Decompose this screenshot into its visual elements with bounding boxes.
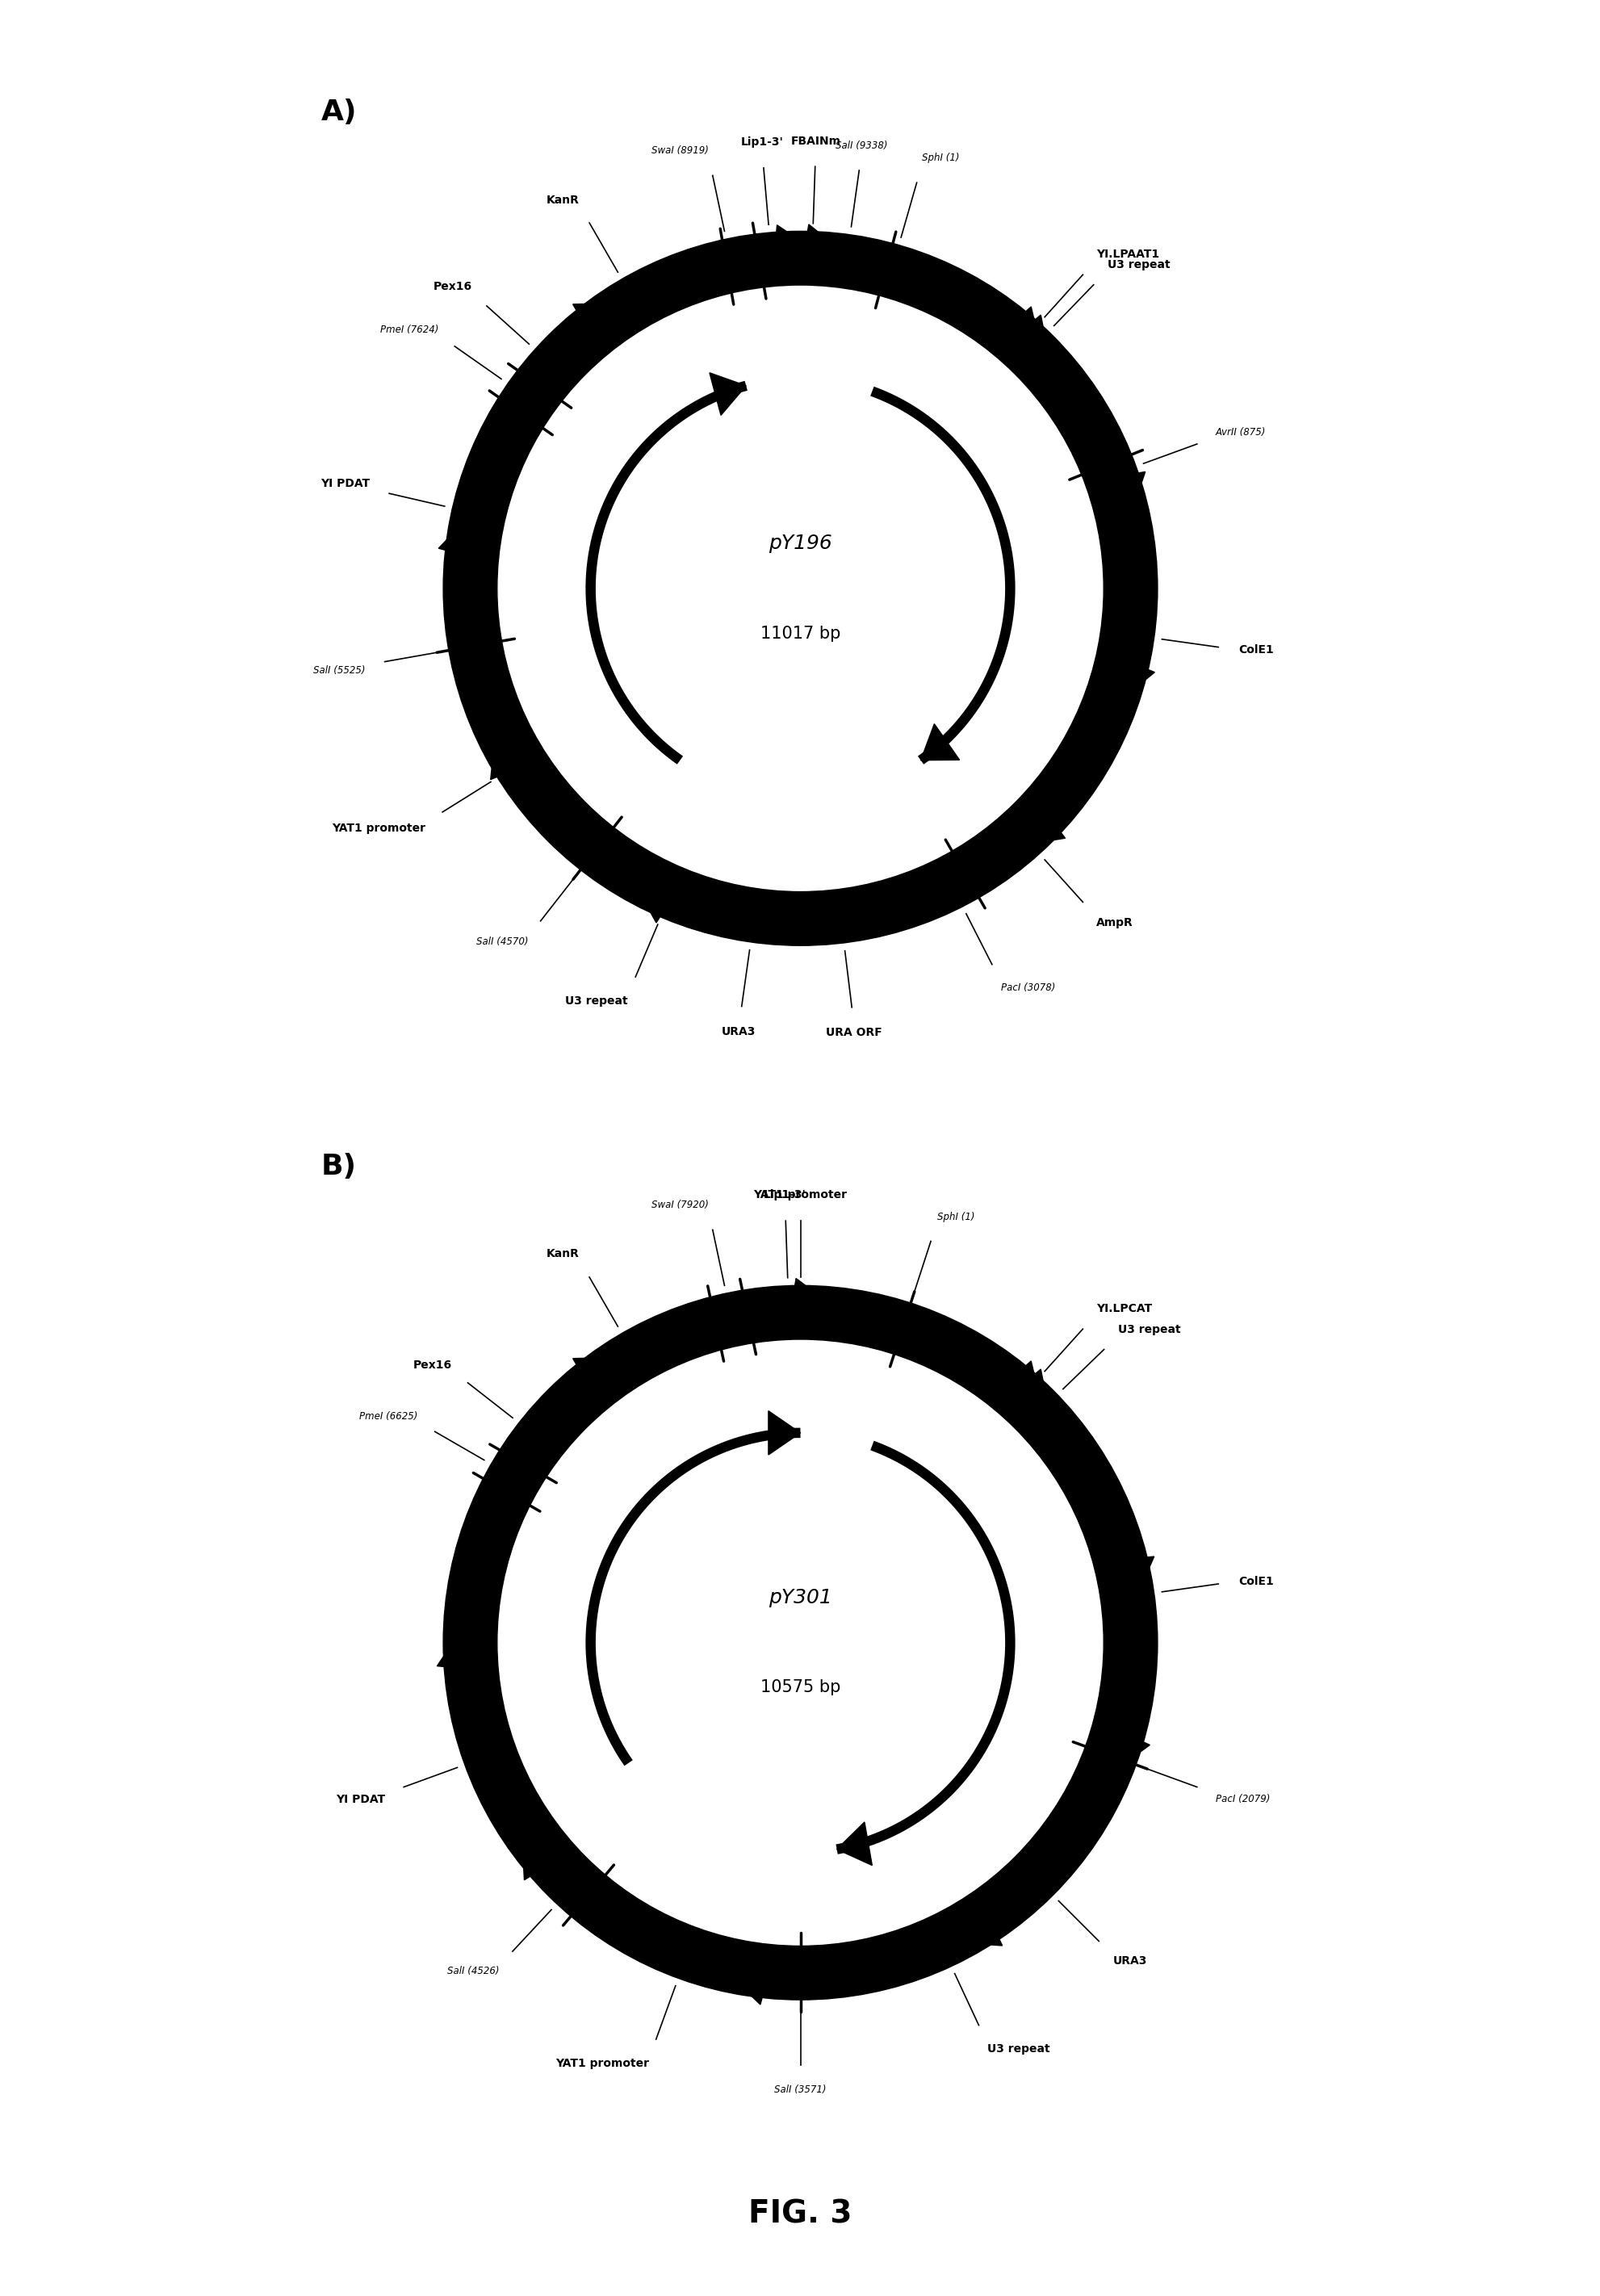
Text: AvrII (875): AvrII (875) <box>1214 427 1266 436</box>
Text: Lip1-3': Lip1-3' <box>763 1189 806 1201</box>
Polygon shape <box>920 723 958 760</box>
Polygon shape <box>1085 471 1144 530</box>
Text: SalI (9338): SalI (9338) <box>835 140 888 152</box>
Circle shape <box>498 287 1102 891</box>
Text: URA ORF: URA ORF <box>826 1026 882 1038</box>
Circle shape <box>443 232 1157 946</box>
Text: SalI (5525): SalI (5525) <box>314 666 365 675</box>
Polygon shape <box>437 1614 498 1671</box>
Polygon shape <box>837 1823 872 1864</box>
Polygon shape <box>1098 650 1154 712</box>
Polygon shape <box>573 1357 635 1410</box>
Text: KanR: KanR <box>546 1249 579 1261</box>
Text: FIG. 3: FIG. 3 <box>749 2197 851 2229</box>
Text: SwaI (8919): SwaI (8919) <box>651 145 709 156</box>
Text: YAT1 promoter: YAT1 promoter <box>555 2057 650 2069</box>
Polygon shape <box>986 1362 1045 1421</box>
Polygon shape <box>798 225 858 285</box>
Text: YI PDAT: YI PDAT <box>320 478 370 489</box>
Text: A): A) <box>320 99 357 126</box>
Polygon shape <box>1003 790 1064 847</box>
Text: B): B) <box>320 1153 357 1180</box>
Text: U3 repeat: U3 repeat <box>1107 259 1170 271</box>
Text: U3 repeat: U3 repeat <box>565 996 627 1006</box>
Polygon shape <box>768 1410 800 1456</box>
Text: FBAINm: FBAINm <box>790 135 840 147</box>
Text: 10575 bp: 10575 bp <box>760 1681 840 1697</box>
Text: YAT1 promoter: YAT1 promoter <box>331 822 426 833</box>
Text: YI.LPCAT: YI.LPCAT <box>1096 1302 1152 1313</box>
Text: PmeI (6625): PmeI (6625) <box>358 1412 418 1421</box>
Text: URA3: URA3 <box>722 1026 755 1038</box>
Text: SphI (1): SphI (1) <box>936 1212 974 1221</box>
Circle shape <box>443 1286 1157 2000</box>
Polygon shape <box>520 1818 576 1880</box>
Text: SalI (3571): SalI (3571) <box>774 2085 826 2096</box>
Polygon shape <box>939 1892 1002 1945</box>
Polygon shape <box>715 1947 776 2004</box>
Text: 11017 bp: 11017 bp <box>760 625 840 641</box>
Text: Pex16: Pex16 <box>434 282 472 292</box>
Polygon shape <box>787 1279 846 1339</box>
Text: URA3: URA3 <box>1112 1956 1147 1968</box>
Polygon shape <box>438 503 496 565</box>
Text: U3 repeat: U3 repeat <box>1118 1325 1181 1336</box>
Polygon shape <box>573 303 635 356</box>
Text: Lip1-3': Lip1-3' <box>741 138 782 147</box>
Text: KanR: KanR <box>546 195 579 207</box>
Text: SphI (1): SphI (1) <box>922 154 960 163</box>
Text: Pex16: Pex16 <box>413 1359 451 1371</box>
Text: SalI (4526): SalI (4526) <box>446 1965 499 1977</box>
Text: SwaI (7920): SwaI (7920) <box>651 1201 709 1210</box>
Text: YI PDAT: YI PDAT <box>336 1793 386 1805</box>
Text: U3 repeat: U3 repeat <box>987 2043 1050 2055</box>
Text: pY301: pY301 <box>768 1589 832 1607</box>
Text: SalI (4570): SalI (4570) <box>475 937 528 948</box>
Text: ColE1: ColE1 <box>1237 1575 1274 1587</box>
Polygon shape <box>994 315 1053 377</box>
Text: AmpR: AmpR <box>1096 916 1133 928</box>
Polygon shape <box>1093 1557 1154 1614</box>
Text: PmeI (7624): PmeI (7624) <box>379 324 438 335</box>
Polygon shape <box>787 1279 846 1339</box>
Text: pY196: pY196 <box>768 533 832 553</box>
Polygon shape <box>1094 1720 1149 1782</box>
Polygon shape <box>490 716 546 781</box>
Polygon shape <box>626 868 688 923</box>
Polygon shape <box>986 308 1045 367</box>
Circle shape <box>498 1341 1102 1945</box>
Polygon shape <box>771 225 829 285</box>
Text: PacI (3078): PacI (3078) <box>1000 983 1054 992</box>
Text: PacI (2079): PacI (2079) <box>1214 1793 1269 1805</box>
Polygon shape <box>709 372 746 416</box>
Text: YAT1 promoter: YAT1 promoter <box>754 1189 846 1201</box>
Text: YI.LPAAT1: YI.LPAAT1 <box>1096 248 1158 259</box>
Text: ColE1: ColE1 <box>1237 645 1274 657</box>
Polygon shape <box>994 1368 1053 1430</box>
